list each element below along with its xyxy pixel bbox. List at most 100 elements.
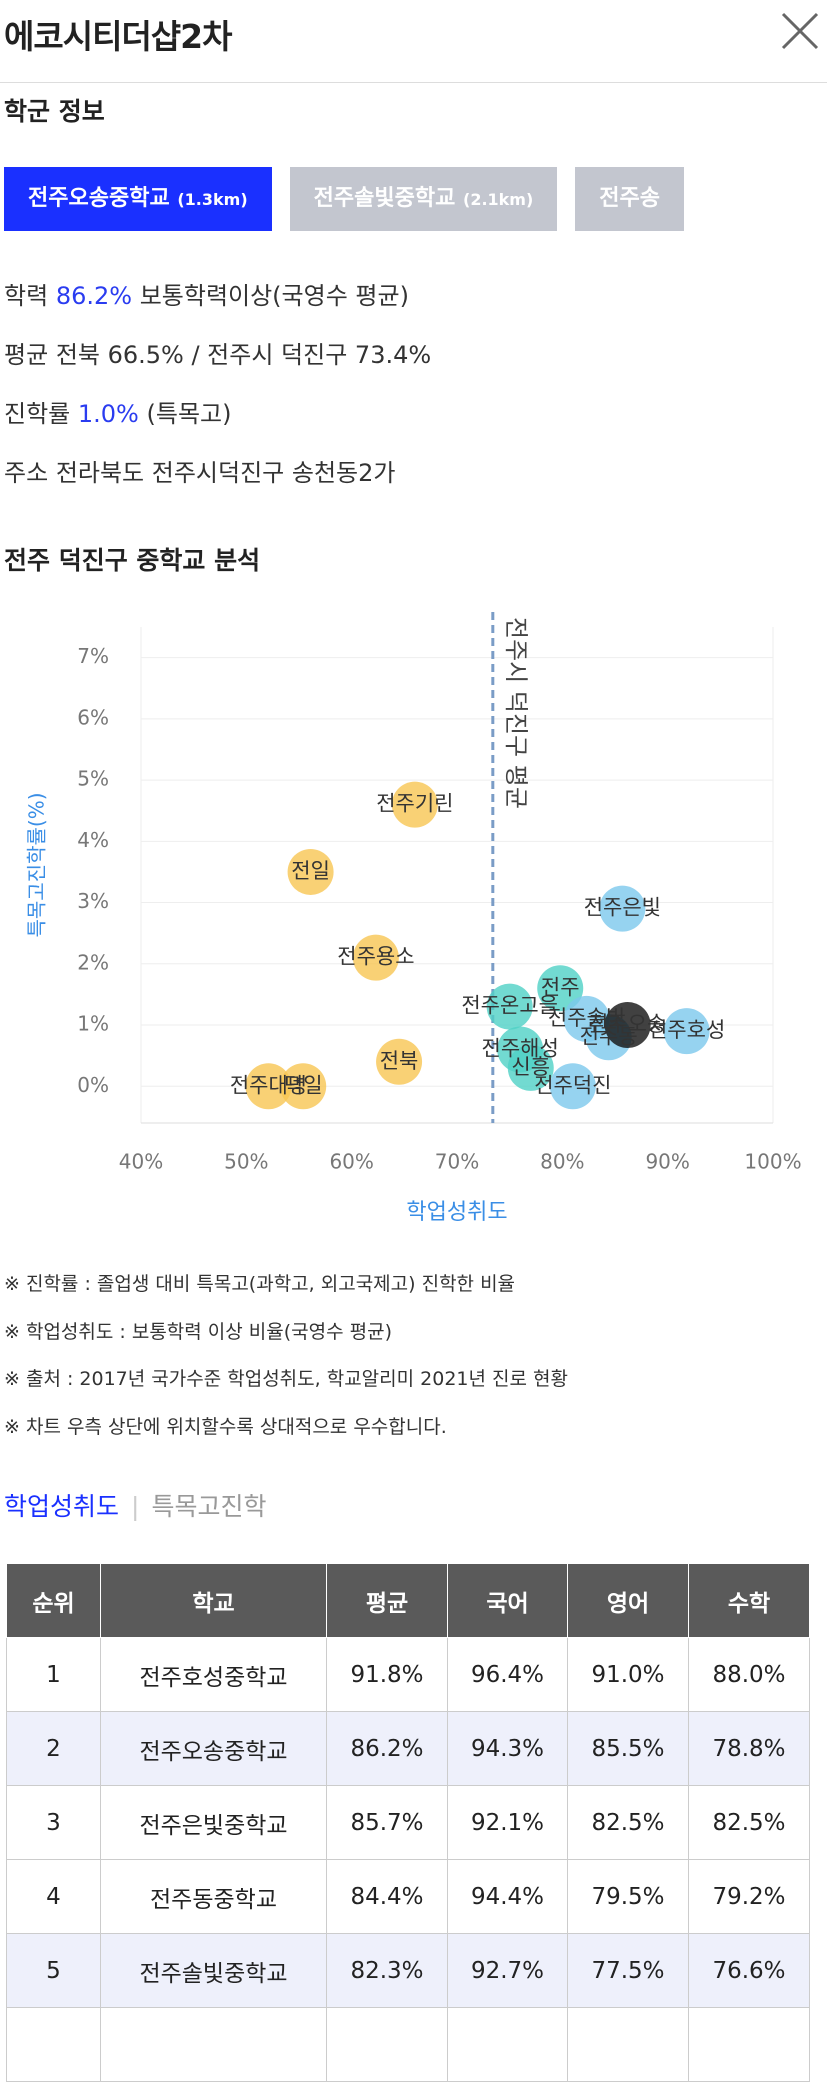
- school-name: 전주송: [599, 186, 661, 211]
- page-title: 에코시티더샵2차: [4, 17, 232, 56]
- notes: ※ 진학률 : 졸업생 대비 특목고(과학고, 외고국제고) 진학한 비율 ※ 학…: [4, 1268, 568, 1458]
- point-label: 전주덕진: [534, 1073, 611, 1097]
- data-point: [663, 1008, 710, 1055]
- data-point: [245, 1063, 292, 1110]
- note: ※ 진학률 : 졸업생 대비 특목고(과학고, 외고국제고) 진학한 비율: [4, 1273, 516, 1295]
- info-line: 학력 86.2% 보통학력이상(국영수 평균): [4, 276, 431, 335]
- info-value: 86.2%: [55, 282, 133, 310]
- x-axis-title: 학업성취도: [406, 1200, 507, 1225]
- x-tick-label: 80%: [540, 1150, 584, 1174]
- info-label: 평균: [4, 341, 49, 369]
- table-header: 순위 학교 평균 국어 영어 수학: [6, 1563, 810, 1638]
- y-tick-label: 4%: [77, 828, 109, 852]
- table-cell: 91.0%: [567, 1637, 689, 1712]
- point-label: 전주호성: [648, 1018, 725, 1042]
- table-cell: 91.8%: [326, 1637, 448, 1712]
- table-tab[interactable]: 특목고진학: [151, 1492, 267, 1521]
- school-distance: (1.3km): [177, 190, 248, 209]
- analysis-title: 전주 덕진구 중학교 분석: [4, 546, 261, 575]
- x-tick-label: 70%: [435, 1150, 479, 1174]
- point-label: 전주동: [580, 1024, 638, 1048]
- info-text: 보통학력이상(국영수 평균): [139, 282, 409, 310]
- school-tab[interactable]: 전주오송중학교 (1.3km): [4, 167, 272, 231]
- table-cell: 86.2%: [326, 1711, 448, 1786]
- chart: 0% 1% 2% 3% 4% 5% 6% 7% 40% 50% 60% 70% 80% 90% 100% 학업…: [25, 612, 802, 1225]
- table-cell: 79.2%: [688, 1859, 810, 1934]
- table-cell: 76.6%: [688, 1933, 810, 2008]
- table-cell: 전주솔빛중학교: [100, 1933, 327, 2008]
- table-tab[interactable]: 학업성취도: [4, 1492, 120, 1521]
- divider: [0, 82, 827, 83]
- table-cell: 92.1%: [447, 1785, 568, 1860]
- school-tab[interactable]: 전주송: [575, 167, 685, 231]
- info-list: 학력 86.2% 보통학력이상(국영수 평균) 평균 전북 66.5% / 전주시…: [4, 276, 431, 512]
- page: {"header": {"title": "에코시티더샵2차"}, "secti…: [0, 8, 827, 2082]
- school-name: 전주솔빛중학교: [313, 186, 456, 211]
- school-name: 전주오송중학교: [28, 186, 170, 211]
- info-line: 주소 전라북도 전주시덕진구 송천동2가: [4, 453, 431, 512]
- info-label: 진학률: [4, 400, 71, 428]
- column-header: 평균: [326, 1563, 448, 1638]
- x-tick-label: 60%: [329, 1150, 373, 1174]
- x-tick-label: 90%: [645, 1150, 689, 1174]
- x-tick-label: 100%: [744, 1150, 801, 1174]
- info-label: 학력: [4, 282, 49, 310]
- table-cell: 96.4%: [447, 1637, 568, 1712]
- table-row: 4 전주동중학교 84.4% 94.4% 79.5% 79.2%: [6, 1859, 810, 1934]
- column-header: 영어: [567, 1563, 689, 1638]
- school-tab[interactable]: 전주솔빛중학교 (2.1km): [289, 167, 558, 231]
- table-cell: 85.5%: [567, 1711, 689, 1786]
- table-cell: [6, 2007, 101, 2082]
- table-cell: 92.7%: [447, 1933, 568, 2008]
- table-cell: 94.4%: [447, 1859, 568, 1934]
- table-row: [6, 2007, 810, 2082]
- table-cell: 전주동중학교: [100, 1859, 327, 1934]
- school-distance: (2.1km): [463, 190, 534, 209]
- point-label: 전북: [380, 1049, 419, 1073]
- table-cell: 82.3%: [326, 1933, 448, 2008]
- point-label: 전주은빛: [584, 896, 661, 920]
- data-point: [604, 1002, 651, 1049]
- table-cell: 5: [6, 1933, 101, 2008]
- point-label: 전주해성: [482, 1037, 559, 1061]
- table-cell: 82.5%: [688, 1785, 810, 1860]
- table-cell: 82.5%: [567, 1785, 689, 1860]
- table-cell: [567, 2007, 689, 2082]
- table-cell: 84.4%: [326, 1859, 448, 1934]
- point-label: 전주온고을: [461, 994, 558, 1018]
- separator: |: [131, 1492, 140, 1521]
- info-label: 주소: [4, 459, 49, 487]
- table-cell: [688, 2007, 810, 2082]
- table-cell: 94.3%: [447, 1711, 568, 1786]
- table-cell: 4: [6, 1859, 101, 1934]
- table-cell: 79.5%: [567, 1859, 689, 1934]
- info-value: 1.0%: [77, 400, 139, 428]
- column-header: 수학: [688, 1563, 810, 1638]
- data-point: [599, 885, 646, 932]
- column-header: 학교: [100, 1563, 327, 1638]
- point-label: 전주대명: [230, 1073, 307, 1097]
- table-cell: 85.7%: [326, 1785, 448, 1860]
- point-label: 전주기린: [376, 792, 453, 816]
- reference-label: 전주시 덕진구 평균: [502, 617, 530, 809]
- close-button[interactable]: [777, 8, 823, 54]
- note: ※ 출처 : 2017년 국가수준 학업성취도, 학교알리미 2021년 진로 …: [4, 1368, 568, 1390]
- info-text: 전북 66.5% / 전주시 덕진구 73.4%: [55, 341, 432, 369]
- data-point: [549, 1063, 596, 1110]
- table-cell: 3: [6, 1785, 101, 1860]
- table-cell: [100, 2007, 327, 2082]
- table-cell: 77.5%: [567, 1933, 689, 2008]
- y-tick-label: 3%: [77, 889, 109, 913]
- info-line: 진학률 1.0% (특목고): [4, 394, 431, 453]
- info-line: 평균 전북 66.5% / 전주시 덕진구 73.4%: [4, 335, 431, 394]
- point-label: 전주오송: [589, 1012, 666, 1036]
- table-cell: 88.0%: [688, 1637, 810, 1712]
- point-label: 전일: [291, 859, 330, 883]
- data-point: [287, 848, 334, 895]
- y-tick-label: 0%: [77, 1073, 109, 1097]
- point-label: 전주솔빛: [548, 1006, 625, 1030]
- table-cell: 2: [6, 1711, 101, 1786]
- x-tick-label: 40%: [119, 1150, 163, 1174]
- data-point: [280, 1063, 327, 1110]
- point-label: 신흥: [511, 1055, 550, 1079]
